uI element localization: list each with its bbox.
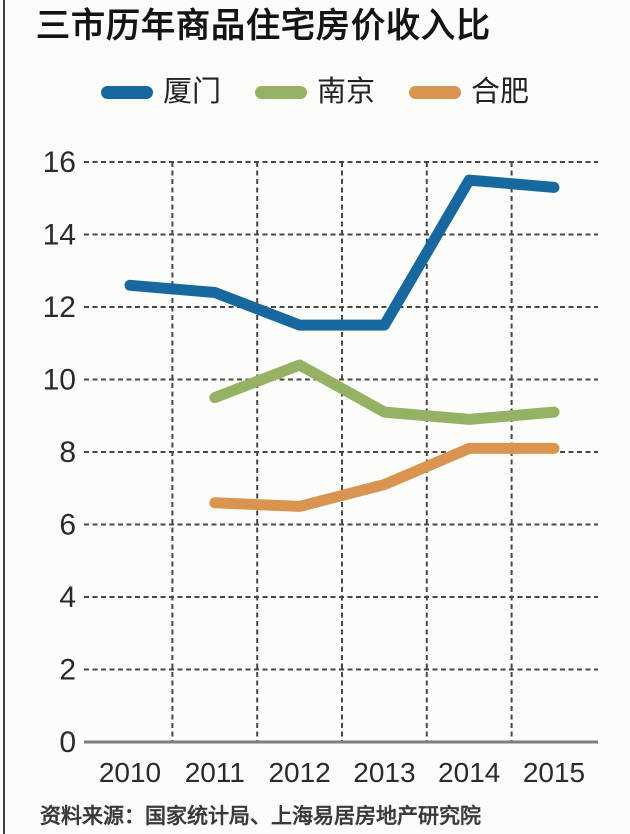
left-border-rule (3, 0, 5, 834)
legend-item-xiamen: 厦门 (100, 76, 221, 108)
legend-label-xiamen: 厦门 (162, 76, 221, 108)
y-tick-label: 10 (43, 364, 76, 397)
legend: 厦门 南京 合肥 (0, 78, 630, 107)
chart-title: 三市历年商品住宅房价收入比 (36, 7, 491, 45)
legend-item-nanjing: 南京 (254, 76, 375, 108)
x-tick-label: 2013 (353, 757, 415, 788)
y-tick-label: 16 (43, 146, 76, 179)
y-tick-label: 14 (43, 219, 76, 252)
y-tick-label: 6 (59, 509, 76, 542)
legend-label-hefei: 合肥 (471, 76, 530, 108)
legend-swatch-hefei (409, 86, 461, 99)
x-tick-label: 2010 (99, 757, 161, 788)
y-tick-label: 4 (59, 581, 76, 614)
x-tick-label: 2014 (438, 757, 500, 788)
legend-swatch-xiamen (100, 86, 153, 99)
legend-label-nanjing: 南京 (316, 76, 375, 108)
series-line-1 (209, 359, 560, 425)
source-note: 资料来源：国家统计局、上海易居房地产研究院 (40, 805, 481, 828)
legend-item-hefei: 合肥 (409, 78, 529, 107)
series-line-0 (124, 174, 560, 331)
y-tick-label: 2 (59, 654, 76, 687)
y-tick-label: 0 (59, 726, 76, 759)
x-tick-label: 2011 (185, 757, 245, 788)
legend-swatch-nanjing (254, 86, 307, 99)
x-tick-label: 2015 (523, 757, 585, 788)
y-tick-label: 12 (43, 291, 76, 324)
series-line-2 (209, 442, 560, 512)
x-tick-label: 2012 (268, 757, 330, 788)
y-tick-label: 8 (59, 436, 76, 469)
